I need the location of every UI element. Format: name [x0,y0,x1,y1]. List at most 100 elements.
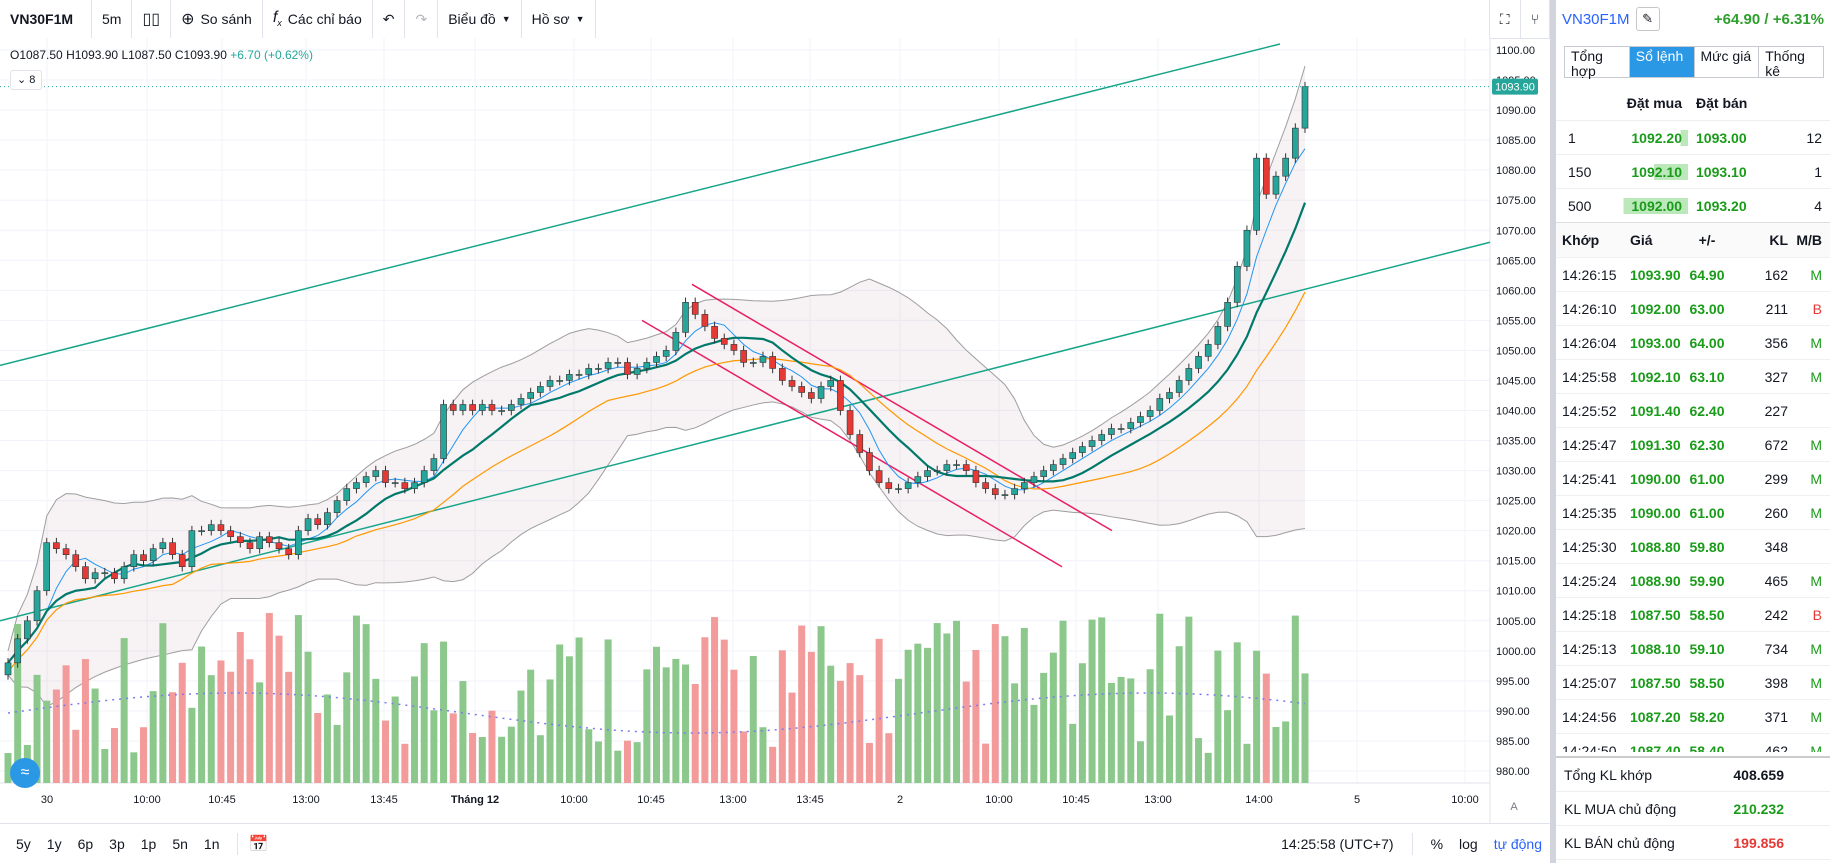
tab-muc-gia[interactable]: Mức giá [1695,47,1760,77]
candle-body [130,554,138,568]
candle-body [14,638,21,664]
candle-body [178,554,186,568]
volume-bar [149,691,157,783]
volume-bar [749,656,757,783]
panel-symbol[interactable]: VN30F1M [1562,10,1630,28]
range-3p[interactable]: 3p [109,836,125,852]
trade-row: 14:25:24 1088.90 59.90 465 M [1556,563,1830,597]
trendline-upper [0,43,1281,367]
trade-side: M [1810,436,1822,453]
volume-bar [159,623,167,783]
candle-body [1262,157,1270,195]
indicator-toggle[interactable]: ⌄ 8 [10,70,43,90]
interval-button[interactable]: 5m [92,0,133,38]
ob-sell-qty: 1 [1814,163,1822,180]
indicators-button[interactable]: fx Các chỉ báo [263,0,373,38]
trade-change: 59.80 [1689,538,1725,555]
candle-body [1108,428,1115,435]
ob-buy-qty: 500 [1568,197,1592,214]
candle-body [779,368,786,381]
fullscreen-button[interactable]: ⛶ [1488,0,1521,38]
range-1p[interactable]: 1p [140,836,157,852]
tab-tong-hop[interactable]: Tổng hợp [1565,47,1630,79]
log-toggle[interactable]: log [1459,836,1478,852]
x-tick-label: 10:45 [208,794,236,806]
trades-list[interactable]: 14:26:15 1093.90 64.90 162 M 14:26:10 1092.00 6… [1556,257,1830,752]
volume-bar [401,743,409,783]
candle-body [1050,464,1057,471]
chart-style-button[interactable]: ▯▯ [132,0,172,38]
candle-body [1001,494,1009,496]
symbol-search-button[interactable]: VN30F1M [0,0,92,38]
trade-side: M [1810,708,1822,725]
trade-price: 1088.80 [1630,538,1681,555]
volume-bar [1001,636,1009,783]
trade-time: 14:24:50 [1562,742,1617,753]
range-1n[interactable]: 1n [203,836,220,852]
orderbook-header: Đặt mua Đặt bán [1556,86,1830,120]
goto-date-icon[interactable]: 📅 [248,836,269,853]
logo-icon[interactable]: ≈ [10,758,40,788]
trade-row: 14:26:15 1093.90 64.90 162 M [1556,257,1830,291]
candle-body [662,350,670,357]
volume-bar [904,649,912,783]
ob-sell-price[interactable]: 1093.20 [1696,197,1747,214]
fullscreen-icon: ⛶ [1499,10,1510,27]
volume-bar [662,667,670,783]
trade-volume: 465 [1764,572,1788,589]
candle-body [972,470,980,483]
candle-body [691,302,699,315]
trade-change: 63.00 [1689,300,1725,317]
trade-change: 59.90 [1689,572,1725,589]
panel-change: +64.90 / +6.31% [1713,10,1824,28]
clock-time[interactable]: 14:25:58 (UTC+7) [1281,836,1394,852]
trade-row: 14:25:30 1088.80 59.80 348 [1556,529,1830,563]
bottom-toolbar: 5y 1y 6p 3p 1p 5n 1n 📅 14:25:58 (UTC+7) … [0,823,1550,864]
ob-buy-price[interactable]: 1092.00 [1612,197,1688,214]
candle-body [401,482,409,489]
compare-button[interactable]: ⊕ So sánh [171,0,263,38]
profile-menu-button[interactable]: Hồ sơ ▼ [522,0,596,38]
range-5y[interactable]: 5y [16,836,31,852]
volume-bar [991,624,999,783]
undo-button[interactable]: ↶ [373,0,406,38]
ob-buy-price[interactable]: 1092.10 [1612,163,1688,180]
volume-bar [459,681,467,783]
volume-bar [333,724,341,783]
range-1y[interactable]: 1y [46,836,62,852]
chart-menu-button[interactable]: Biểu đồ ▼ [438,0,522,38]
percent-toggle[interactable]: % [1430,836,1444,852]
volume-bar [430,710,438,783]
volume-bar [846,663,854,783]
price-chart[interactable]: 1100.001095.001090.001085.001080.001075.… [0,38,1550,823]
ob-sell-price[interactable]: 1093.00 [1696,129,1747,146]
candle-body [614,362,622,364]
share-button[interactable]: ⑂ [1521,0,1550,38]
chevron-down-icon: ▼ [501,14,511,24]
trade-price: 1087.50 [1630,674,1681,691]
candle-body [933,470,941,472]
trade-time: 14:26:10 [1562,300,1617,317]
pencil-icon[interactable]: ✎ [1635,7,1660,31]
ob-sell-price[interactable]: 1093.10 [1696,163,1747,180]
candle-body [256,536,263,549]
volume-bar [62,665,70,783]
ob-buy-price[interactable]: 1092.20 [1612,129,1688,146]
trade-volume: 299 [1764,470,1788,487]
redo-button[interactable]: ↷ [405,0,439,38]
tab-thong-ke[interactable]: Thống kê [1765,48,1805,79]
volume-bar [759,727,767,783]
auto-scale-toggle[interactable]: tự động [1493,836,1542,852]
volume-bar [1291,615,1299,783]
candle-body [149,548,157,562]
volume-bar [33,674,41,783]
range-5n[interactable]: 5n [172,836,188,852]
range-6p[interactable]: 6p [77,836,94,852]
candle-body [246,542,254,549]
volume-bar [614,750,622,783]
chart-canvas[interactable]: 1100.001095.001090.001085.001080.001075.… [0,38,1550,823]
tab-so-lenh[interactable]: Sổ lệnh [1629,47,1695,77]
volume-bar [1127,678,1135,783]
volume-bar [836,680,844,783]
candle-body [720,338,728,345]
